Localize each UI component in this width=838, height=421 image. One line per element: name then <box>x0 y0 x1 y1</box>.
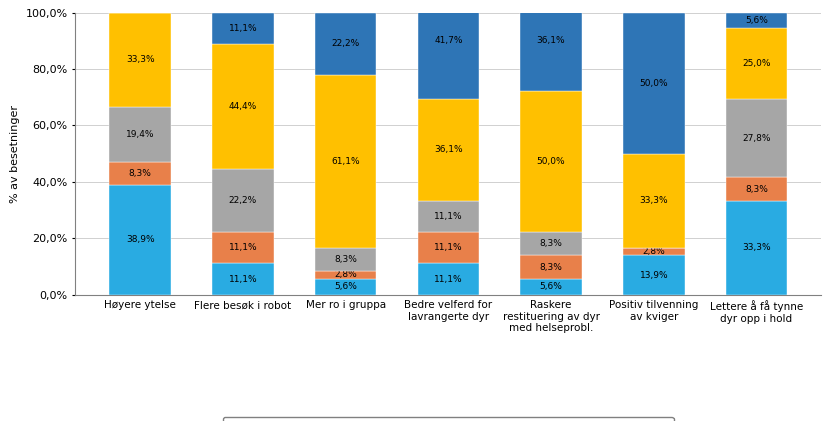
Text: 22,2%: 22,2% <box>229 196 257 205</box>
Text: 36,1%: 36,1% <box>537 36 566 45</box>
Text: 11,1%: 11,1% <box>229 274 257 284</box>
Bar <box>520 0 582 91</box>
Bar <box>417 264 479 295</box>
Text: 11,1%: 11,1% <box>434 243 463 252</box>
Bar <box>315 271 376 279</box>
Bar <box>520 279 582 295</box>
Bar <box>726 201 788 295</box>
Text: 50,0%: 50,0% <box>537 157 566 166</box>
Text: 11,1%: 11,1% <box>434 212 463 221</box>
Bar <box>520 91 582 232</box>
Bar <box>726 29 788 99</box>
Bar <box>109 13 171 107</box>
Text: 8,3%: 8,3% <box>540 263 562 272</box>
Bar <box>109 107 171 162</box>
Text: 8,3%: 8,3% <box>745 184 768 194</box>
Text: 5,6%: 5,6% <box>334 282 357 291</box>
Bar <box>212 264 274 295</box>
Text: 5,6%: 5,6% <box>745 16 768 25</box>
Text: 27,8%: 27,8% <box>742 133 771 143</box>
Text: 8,3%: 8,3% <box>334 255 357 264</box>
Bar <box>417 99 479 201</box>
Text: 33,3%: 33,3% <box>639 196 668 205</box>
Text: 11,1%: 11,1% <box>229 24 257 33</box>
Bar <box>726 177 788 201</box>
Bar <box>417 232 479 264</box>
Bar <box>109 185 171 295</box>
Bar <box>417 201 479 232</box>
Bar <box>726 13 788 29</box>
Text: 11,1%: 11,1% <box>229 243 257 252</box>
Text: 22,2%: 22,2% <box>332 40 360 48</box>
Text: 11,1%: 11,1% <box>434 274 463 284</box>
Text: 33,3%: 33,3% <box>742 243 771 252</box>
Text: 5,6%: 5,6% <box>540 282 562 291</box>
Bar <box>726 99 788 177</box>
Bar <box>315 75 376 248</box>
Text: 38,9%: 38,9% <box>126 235 154 244</box>
Legend: Vet ikke, Ingen effekt, Liten effekt, God effekt, Svært god effekt: Vet ikke, Ingen effekt, Liten effekt, Go… <box>223 417 674 421</box>
Bar <box>315 279 376 295</box>
Bar <box>520 232 582 256</box>
Text: 8,3%: 8,3% <box>129 169 152 178</box>
Bar <box>315 248 376 271</box>
Bar <box>315 13 376 75</box>
Bar <box>212 44 274 170</box>
Text: 50,0%: 50,0% <box>639 79 668 88</box>
Bar <box>212 170 274 232</box>
Bar <box>623 13 685 154</box>
Text: 2,8%: 2,8% <box>334 270 357 280</box>
Bar <box>623 256 685 295</box>
Bar <box>623 248 685 256</box>
Text: 33,3%: 33,3% <box>126 56 154 64</box>
Text: 44,4%: 44,4% <box>229 102 257 111</box>
Bar <box>623 154 685 248</box>
Text: 36,1%: 36,1% <box>434 145 463 155</box>
Text: 19,4%: 19,4% <box>126 130 154 139</box>
Bar <box>520 256 582 279</box>
Bar <box>417 0 479 99</box>
Bar <box>212 13 274 44</box>
Text: 25,0%: 25,0% <box>742 59 771 68</box>
Text: 61,1%: 61,1% <box>331 157 360 166</box>
Text: 2,8%: 2,8% <box>643 247 665 256</box>
Text: 13,9%: 13,9% <box>639 271 668 280</box>
Text: 8,3%: 8,3% <box>540 239 562 248</box>
Bar <box>109 162 171 185</box>
Bar <box>212 232 274 264</box>
Text: 41,7%: 41,7% <box>434 36 463 45</box>
Y-axis label: % av besetninger: % av besetninger <box>10 105 20 203</box>
